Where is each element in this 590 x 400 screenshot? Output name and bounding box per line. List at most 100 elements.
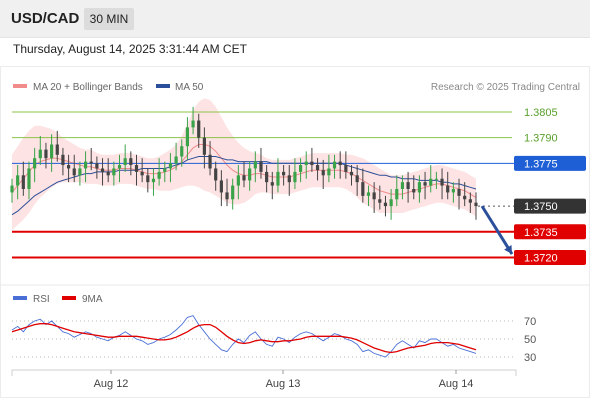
bb-legend-label: MA 20 + Bollinger Bands [33,82,143,93]
candle-body [321,170,325,176]
candle-body [366,192,371,196]
candle-body [395,189,399,200]
level-label-1-3720: 1.3720 [524,252,558,264]
rsi-legend-swatch [13,296,27,300]
candle-body [140,171,144,176]
candle-body [89,161,93,164]
candle-body [219,180,223,193]
candle-body [208,154,212,169]
candle-body [417,182,422,193]
candle-body [276,171,280,186]
candle-body [378,199,382,203]
candle-body [231,185,235,200]
level-labels: 1.3805 1.3790 1.3775 1.3750 1.3735 1.3720 [514,107,586,265]
timeframe-badge[interactable]: 30 MIN [84,8,134,30]
chart-legend: MA 20 + Bollinger Bands MA 50 Research ©… [13,82,580,93]
candle-body [372,192,376,200]
rsi-tick-30: 30 [524,352,536,364]
candle-body [27,168,31,189]
level-label-1-3750: 1.3750 [524,201,558,213]
x-axis: Aug 12 Aug 13 Aug 14 [11,369,517,390]
candle-body [270,182,274,186]
candle-body [412,189,416,193]
rsi-panel: 70 50 30 [11,315,536,364]
candle-body [457,189,461,196]
candle-body [168,163,173,169]
forecast-arrow [480,205,514,255]
9ma-line [11,323,477,354]
candle-body [361,182,365,196]
candle-body [151,178,156,183]
candle-body [112,168,116,176]
credit-label: Research © 2025 Trading Central [431,82,580,93]
forecast-arrowhead [504,245,512,255]
candle-body [338,161,342,166]
candle-body [474,202,478,207]
candle-body [44,149,48,159]
candle-body [434,178,438,180]
rsi-tick-70: 70 [524,316,536,328]
candle-body [265,171,269,183]
candle-body [117,165,122,169]
candle-body [253,161,257,169]
ma50-line [11,156,477,216]
candle-body [95,163,99,169]
level-label-1-3735: 1.3735 [524,227,558,239]
level-badge-1-3750 [514,198,586,214]
price-candles [10,106,478,220]
candle-body [55,144,59,155]
candle-body [66,165,71,169]
candle-body [38,149,42,159]
ma9-legend-swatch [62,296,76,300]
x-tick-label: Aug 12 [94,378,129,390]
candle-body [248,168,252,181]
candle-body [349,171,354,176]
candle-body [21,175,25,189]
candle-body [293,171,297,183]
candle-body [100,168,105,172]
candle-body [282,171,286,176]
candle-body [61,154,65,166]
datetime-label: Thursday, August 14, 2025 3:31:44 AM CET [13,42,247,56]
candle-body [344,165,348,172]
candle-body [163,168,167,172]
candle-body [50,144,54,159]
rsi-legend-label: RSI [33,294,50,305]
candle-body [259,161,263,172]
candle-body [287,175,291,183]
candle-body [214,168,218,181]
level-label-1-3775: 1.3775 [524,158,558,170]
candle-body [446,185,450,193]
level-badge-1-3735 [514,224,586,240]
candle-body [298,165,303,172]
candle-body [310,161,314,166]
level-badge-1-3720 [514,249,586,265]
candle-body [383,202,388,207]
candle-body [389,199,393,207]
candle-body [423,182,427,186]
candle-body [123,158,127,166]
candle-body [185,127,190,147]
candle-body [406,182,410,189]
candle-body [315,165,320,171]
candle-body [174,156,178,164]
x-tick-label: Aug 14 [439,378,474,390]
ma50-legend-label: MA 50 [175,82,204,93]
symbol-title: USD/CAD [11,10,80,27]
candle-body [332,161,337,169]
bb-legend-swatch [13,84,27,88]
candle-body [327,168,331,176]
candle-body [225,192,229,200]
candle-body [468,199,472,203]
candle-body [16,175,20,186]
ma50-legend-swatch [156,84,170,88]
level-label-1-3805: 1.3805 [524,107,558,119]
candle-body [106,171,110,176]
candle-body [236,175,240,186]
candle-body [463,195,467,200]
rsi-legend: RSI 9MA [13,294,103,305]
candle-body [202,137,206,155]
forecast-line [480,205,514,255]
level-badge-1-3775 [514,155,586,171]
candle-body [146,175,150,183]
